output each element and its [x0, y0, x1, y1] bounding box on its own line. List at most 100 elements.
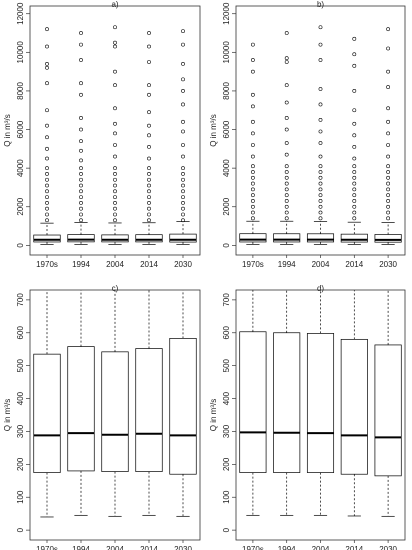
outlier: [386, 164, 391, 169]
outlier: [181, 119, 185, 124]
outlier: [79, 183, 83, 188]
outlier: [45, 212, 49, 217]
y-tick-label: 100: [16, 490, 25, 504]
plot-area: [239, 25, 402, 245]
outlier: [352, 170, 357, 174]
outlier: [113, 131, 117, 136]
box: [33, 234, 61, 243]
box: [67, 234, 95, 243]
plot-area: [239, 290, 402, 517]
outlier: [45, 206, 49, 211]
outlier: [352, 193, 357, 198]
y-tick-label: 8000: [16, 81, 25, 99]
panel-title: b): [317, 0, 324, 9]
outlier: [352, 52, 357, 57]
outlier: [45, 123, 49, 128]
box: [101, 234, 129, 243]
x-tick-label: 2014: [140, 545, 158, 550]
outlier: [45, 195, 49, 199]
outlier: [181, 206, 185, 211]
outlier: [386, 193, 391, 198]
x-tick-label: 2004: [312, 260, 330, 269]
y-axis-label: Q in m³/s: [209, 399, 218, 431]
y-tick-label: 4000: [16, 159, 25, 177]
outlier: [79, 158, 83, 163]
outlier: [45, 200, 49, 205]
outlier: [113, 121, 117, 126]
outlier: [79, 195, 83, 199]
box: [135, 348, 163, 472]
outlier: [284, 175, 289, 180]
y-tick-label: 600: [16, 326, 25, 340]
x-tick-label: 2030: [379, 260, 397, 269]
box: [306, 333, 335, 473]
outlier: [284, 210, 289, 215]
outlier: [284, 83, 289, 88]
outlier: [113, 195, 117, 199]
outlier: [113, 69, 117, 74]
outlier: [45, 156, 49, 161]
outlier: [284, 100, 289, 105]
outlier: [181, 183, 185, 188]
panel-title: a): [111, 0, 118, 9]
outlier: [147, 177, 151, 182]
outlier: [45, 81, 49, 86]
outlier: [79, 177, 83, 182]
plot-area: [33, 25, 197, 245]
outlier: [250, 216, 255, 221]
outlier: [250, 204, 255, 209]
outlier: [79, 116, 83, 120]
y-tick-label: 6000: [222, 120, 231, 138]
outlier: [318, 42, 323, 47]
outlier: [45, 146, 49, 151]
outlier: [250, 92, 255, 97]
outlier: [318, 102, 323, 107]
x-tick-label: 1970s: [242, 545, 264, 550]
outlier: [386, 175, 391, 180]
x-tick-label: 2004: [106, 260, 124, 269]
outlier: [352, 108, 357, 113]
y-tick-label: 12000: [222, 2, 231, 25]
outlier: [352, 164, 357, 169]
box: [306, 233, 335, 243]
outlier: [318, 175, 323, 180]
outlier: [386, 170, 391, 174]
outlier: [250, 187, 255, 192]
outlier: [181, 189, 185, 194]
x-tick-label: 1994: [72, 260, 90, 269]
outlier: [352, 145, 357, 149]
box: [239, 233, 267, 243]
panel: d) Q in m³/s 0 100 200 300 400 500 600 700 1970s 19…: [209, 284, 406, 550]
outlier: [113, 143, 117, 147]
y-tick-label: 6000: [16, 120, 25, 138]
outlier: [79, 200, 83, 205]
outlier: [318, 117, 323, 122]
outlier: [45, 135, 49, 140]
outlier: [113, 154, 117, 159]
y-tick-label: 100: [222, 490, 231, 504]
outlier: [318, 199, 323, 203]
outlier: [147, 145, 151, 149]
x-tick-label: 1994: [278, 260, 296, 269]
box: [374, 344, 402, 477]
outlier: [45, 166, 49, 171]
outlier: [113, 40, 117, 45]
outlier: [318, 210, 323, 215]
outlier: [181, 77, 185, 82]
outlier: [318, 164, 323, 169]
box: [33, 353, 61, 473]
outlier: [147, 183, 151, 188]
outlier: [284, 216, 289, 221]
y-tick-label: 4000: [222, 159, 231, 177]
outlier: [284, 181, 289, 186]
outlier: [284, 187, 289, 192]
y-tick-label: 0: [16, 527, 25, 532]
outlier: [352, 156, 357, 161]
y-tick-label: 300: [222, 424, 231, 438]
outlier: [284, 204, 289, 209]
x-tick-label: 2014: [345, 260, 363, 269]
outlier: [284, 164, 289, 169]
outlier: [113, 177, 117, 182]
outlier: [386, 143, 391, 147]
outlier: [386, 181, 391, 186]
